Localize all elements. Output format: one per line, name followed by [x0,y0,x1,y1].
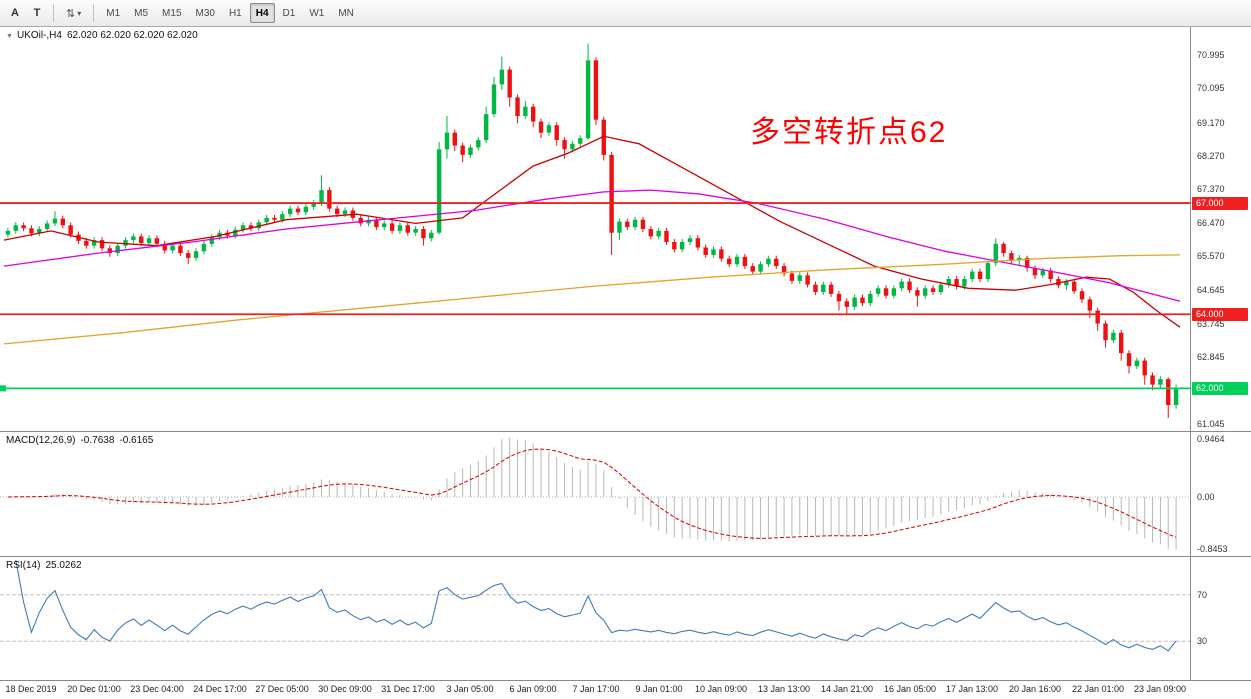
price-tag-67.000: 67.000 [1192,196,1248,210]
rsi-chart-area[interactable]: RSI(14) 25.0262 [0,557,1190,680]
rsi-indicator-name: RSI(14) [6,560,41,571]
time-label: 16 Jan 05:00 [883,684,937,694]
time-label: 22 Jan 01:00 [1071,684,1125,694]
timeframe-button-h4[interactable]: H4 [249,3,275,23]
chevron-down-icon: ▾ [77,8,82,18]
candlestick-chart [0,43,1190,419]
price-tick: 63.745 [1197,318,1225,329]
timeframe-button-mn[interactable]: MN [338,7,354,19]
timeframe-button-m30[interactable]: M30 [195,7,215,19]
time-label: 9 Jan 01:00 [635,684,683,694]
price-tick: 62.845 [1197,352,1225,363]
rsi-level-label-70: 70 [1197,589,1208,600]
arrows-icon: ⇅ [66,7,76,20]
rsi-line [15,559,1177,652]
price-tick: 69.170 [1197,117,1225,128]
price-tick: 64.645 [1197,285,1225,296]
macd-chart-area[interactable]: MACD(12,26,9) -0.7638 -0.6165 [0,432,1190,556]
time-label: 24 Dec 17:00 [193,684,247,694]
quote-ohlc-values: 62.020 62.020 62.020 62.020 [66,30,198,41]
chart-annotation-text: 多空转折点62 [750,116,948,149]
time-label: 14 Jan 21:00 [820,684,874,694]
macd-chart [0,437,1190,550]
chart-title: ▼ UKOil-,H4 62.020 62.020 62.020 62.020 [6,30,198,41]
time-label: 31 Dec 17:00 [381,684,435,694]
chart-tools-dropdown-button[interactable]: ⇅ ▾ [60,3,87,23]
time-axis[interactable]: 18 Dec 2019 20 Dec 01:00 23 Dec 04:00 24 De… [0,681,1251,699]
macd-scale-min: -0.8453 [1197,544,1228,554]
time-label: 7 Jan 17:00 [572,684,620,694]
macd-value-main: -0.7638 [80,435,115,446]
time-label: 23 Jan 09:00 [1133,684,1187,694]
main-chart-area[interactable]: ▼ UKOil-,H4 62.020 62.020 62.020 62.020 多空… [0,27,1190,431]
price-tick: 61.045 [1197,418,1225,429]
timeframe-button-group: M1 M5 M15 M30 H1 H4 D1 W1 MN [99,3,361,23]
macd-indicator-name: MACD(12,26,9) [6,435,76,446]
price-tick: 70.995 [1197,49,1225,60]
macd-value-signal: -0.6165 [119,435,154,446]
ma-slow-orange-line [3,254,1181,345]
price-tick: 70.095 [1197,83,1225,94]
macd-title: MACD(12,26,9) -0.7638 -0.6165 [6,435,153,446]
ma-fast-red-line [3,135,1181,328]
time-label: 13 Jan 13:00 [757,684,811,694]
timeframe-button-h1[interactable]: H1 [228,7,242,19]
symbol-marker-icon: ▼ [6,33,13,40]
price-tag-64.000: 64.000 [1192,307,1248,321]
macd-signal-line [7,448,1177,539]
rsi-chart [0,559,1190,652]
time-label: 3 Jan 05:00 [446,684,494,694]
toolbar-separator [93,4,95,22]
time-label: 10 Jan 09:00 [694,684,748,694]
timeframe-button-m5[interactable]: M5 [134,7,149,19]
timeframe-button-m1[interactable]: M1 [106,7,121,19]
text-tool-button[interactable]: T [33,7,41,19]
price-tick: 66.470 [1197,217,1225,228]
time-label: 6 Jan 09:00 [509,684,557,694]
macd-pane: MACD(12,26,9) -0.7638 -0.6165 0.9464 0.00 -0… [0,432,1251,557]
time-label: 23 Dec 04:00 [130,684,184,694]
timeframe-button-m15[interactable]: M15 [162,7,182,19]
symbol-label: UKOil-,H4 [16,30,62,41]
price-tick: 65.570 [1197,251,1225,262]
ma-medium-magenta-line [3,189,1181,302]
rsi-title: RSI(14) 25.0262 [6,560,82,571]
price-scale[interactable]: 70.995 70.095 69.170 68.270 67.370 66.470 65.5… [1190,27,1251,431]
rsi-scale[interactable]: 70 30 [1190,557,1251,680]
time-label: 17 Jan 13:00 [945,684,999,694]
time-label: 27 Dec 05:00 [255,684,309,694]
time-label: 20 Jan 16:00 [1008,684,1062,694]
price-tick: 67.370 [1197,184,1225,195]
time-label: 20 Dec 01:00 [67,684,121,694]
timeframe-button-w1[interactable]: W1 [309,7,325,19]
macd-scale-max: 0.9464 [1197,434,1225,444]
timeframe-button-d1[interactable]: D1 [282,7,296,19]
macd-scale-zero: 0.00 [1197,491,1215,502]
toolbar: A T ⇅ ▾ M1 M5 M15 M30 H1 H4 D1 W1 MN [0,0,1251,27]
price-tick: 68.270 [1197,150,1225,161]
price-tag-62.000: 62.000 [1192,381,1248,395]
toolbar-separator [53,4,54,22]
rsi-value: 25.0262 [45,560,82,571]
hline-anchor [0,385,6,392]
time-label: 30 Dec 09:00 [318,684,372,694]
rsi-pane: RSI(14) 25.0262 70 30 [0,557,1251,681]
rsi-level-label-30: 30 [1197,636,1208,647]
candles-group [5,43,1179,419]
main-price-pane: ▼ UKOil-,H4 62.020 62.020 62.020 62.020 多空… [0,27,1251,432]
cursor-tool-button[interactable]: A [11,7,19,19]
time-label: 18 Dec 2019 [5,684,57,694]
macd-scale[interactable]: 0.9464 0.00 -0.8453 [1190,432,1251,556]
